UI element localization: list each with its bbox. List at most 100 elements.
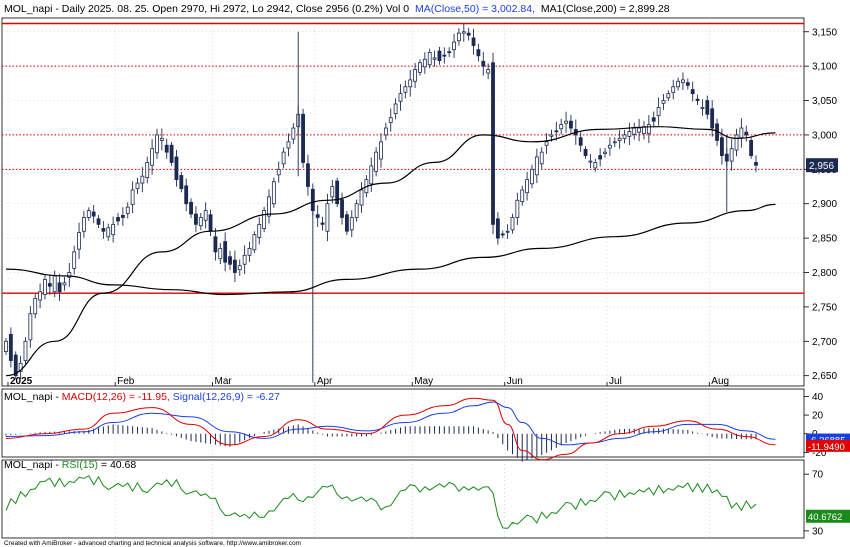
candle-body <box>491 62 495 225</box>
price-ytick-label: 2,800 <box>812 268 837 279</box>
candle-body <box>452 41 456 51</box>
price-header: MOL_napi - Daily 2025. 08. 25. Open 2970… <box>4 3 670 15</box>
price-ytick-label: 2,900 <box>812 199 837 210</box>
price-ytick-label: 3,050 <box>812 96 837 107</box>
candle-body <box>598 155 603 160</box>
candle-body <box>383 127 388 136</box>
macd-ytick-label: 40 <box>812 392 824 403</box>
candle-body <box>437 50 442 62</box>
candle-body <box>695 98 700 101</box>
candle-body <box>86 210 91 218</box>
candle-body <box>23 340 28 361</box>
candle-body <box>179 175 184 189</box>
candle-body <box>422 58 427 68</box>
month-label: Apr <box>317 376 333 387</box>
candle-body <box>676 80 680 88</box>
candle-body <box>661 100 666 104</box>
price-ytick-label: 3,100 <box>812 62 837 73</box>
candle-body <box>690 89 695 95</box>
price-ytick-label: 3,000 <box>812 130 837 141</box>
candle-body <box>627 131 632 137</box>
candle-body <box>569 120 573 129</box>
candle-body <box>62 282 67 286</box>
candle-body <box>520 189 525 203</box>
candle-body <box>369 165 374 185</box>
macd-value-label: -11.9490 <box>808 442 845 453</box>
candle-body <box>96 218 101 225</box>
candle-body <box>237 265 242 271</box>
candle-body <box>593 162 598 169</box>
candle-body <box>554 130 559 133</box>
candle-body <box>150 148 155 166</box>
candle-body <box>461 31 466 34</box>
candle-body <box>140 175 145 184</box>
candle-body <box>208 214 213 232</box>
candle-body <box>159 137 164 141</box>
candle-body <box>481 60 486 67</box>
candle-body <box>203 210 208 221</box>
candle-body <box>91 211 96 217</box>
candle-body <box>525 179 530 194</box>
month-label: Feb <box>117 376 135 387</box>
month-label: Jul <box>609 376 622 387</box>
macd-ytick-label: 20 <box>812 411 824 422</box>
candle-body <box>223 241 228 263</box>
candle-body <box>28 313 33 341</box>
candle-body <box>13 354 18 377</box>
candle-body <box>232 259 237 273</box>
candle-body <box>515 199 520 218</box>
candle-body <box>111 223 116 236</box>
candle-body <box>476 49 481 57</box>
macd-panel <box>1 388 805 458</box>
candle-body <box>47 283 52 287</box>
candle-body <box>729 148 734 162</box>
candle-body <box>530 168 534 185</box>
candle-body <box>130 189 135 205</box>
rsi-line <box>5 475 757 529</box>
last-close-label: 2,956 <box>809 161 834 172</box>
candle-body <box>471 37 476 46</box>
candle-body <box>710 108 715 129</box>
macd-line <box>5 397 776 461</box>
candle-body <box>442 54 447 57</box>
candle-body <box>359 189 364 206</box>
candle-body <box>749 140 754 156</box>
candle-body <box>271 181 276 205</box>
candle-body <box>18 362 23 372</box>
candle-body <box>681 79 685 84</box>
candle-body <box>622 134 627 139</box>
price-ytick-label: 2,650 <box>812 371 837 382</box>
candle-body <box>549 134 554 137</box>
candle-body <box>169 144 174 163</box>
candle-body <box>135 182 140 189</box>
macd-indicator <box>5 397 776 462</box>
candle-body <box>228 256 232 265</box>
candle-body <box>291 127 296 140</box>
signal-line <box>5 401 776 446</box>
candle-body <box>656 107 661 117</box>
candle-body <box>754 162 758 166</box>
month-label: May <box>414 376 433 387</box>
candle-body <box>510 217 515 231</box>
candle-body <box>213 236 218 253</box>
candle-body <box>588 160 593 163</box>
candle-body <box>116 217 120 222</box>
candle-body <box>466 32 471 36</box>
month-label: Aug <box>711 376 729 387</box>
candle-body <box>198 217 203 227</box>
candle-body <box>607 144 612 149</box>
horizontal-reference-lines <box>2 22 804 294</box>
candle-body <box>413 69 418 82</box>
macd-value-badge <box>806 439 850 452</box>
last-close-badge <box>806 158 838 173</box>
price-ytick-label: 3,150 <box>812 27 837 38</box>
price-ytick-label: 2,700 <box>812 337 837 348</box>
macd-header: MOL_napi - MACD(12,26) = -11.95, Signal(… <box>4 391 280 403</box>
candle-body <box>388 117 393 123</box>
candle-body <box>306 163 310 187</box>
candle-body <box>82 217 86 232</box>
rsi-header: MOL_napi - RSI(15) = 40.68 <box>4 459 136 471</box>
candle-body <box>617 137 622 141</box>
candle-body <box>72 251 77 269</box>
